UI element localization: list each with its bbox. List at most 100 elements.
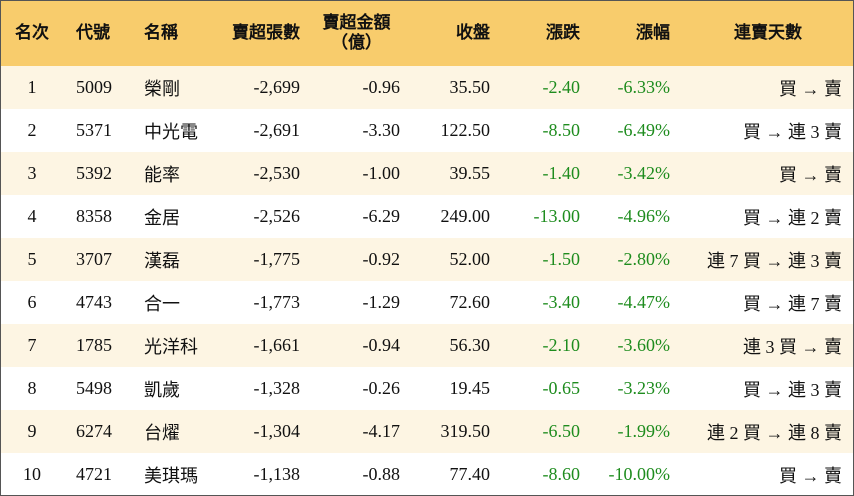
table-cell: 榮剛 xyxy=(134,66,212,109)
table-cell: 10 xyxy=(23,464,41,484)
table-cell: -2.10 xyxy=(502,324,592,367)
table-cell: 能率 xyxy=(134,152,212,195)
table-cell: 連 3 買 → 賣 xyxy=(682,324,854,367)
table-cell: -0.26 xyxy=(362,378,401,398)
table-cell: 6274 xyxy=(64,410,134,453)
table-row: 7 1785 光洋科 -1,661 -0.94 56.30 -2.10 -3.60% 連 3 買… xyxy=(0,324,854,367)
table-cell: -1,773 xyxy=(253,292,301,312)
table-cell: 光洋科 xyxy=(134,324,212,367)
table-cell: -1,775 xyxy=(212,238,312,281)
table-cell: -1.00 xyxy=(312,152,412,195)
table-cell: -2.80% xyxy=(592,238,682,281)
table-cell: -2,699 xyxy=(212,66,312,109)
table-cell: 249.00 xyxy=(440,206,491,226)
header-cell: 漲幅 xyxy=(592,0,682,66)
table-cell: 35.50 xyxy=(412,66,502,109)
table-cell: 52.00 xyxy=(412,238,502,281)
table-cell: -6.50 xyxy=(502,410,592,453)
table-cell: -0.65 xyxy=(542,378,581,398)
table-cell: -0.94 xyxy=(312,324,412,367)
table-cell: -1.99% xyxy=(592,410,682,453)
table-cell: 1 xyxy=(0,66,64,109)
table-cell: -3.40 xyxy=(542,292,581,312)
table-cell: -0.96 xyxy=(312,66,412,109)
table-row: 6 4743 合一 -1,773 -1.29 72.60 -3.40 -4.47% 買 → 連 … xyxy=(0,281,854,324)
table-cell: 6 xyxy=(27,292,37,312)
table-cell: -1.29 xyxy=(362,292,401,312)
table-cell: 5371 xyxy=(76,120,112,140)
table-cell: 買 → 賣 xyxy=(779,465,842,486)
table-cell: -1,304 xyxy=(212,410,312,453)
table-row: 3 5392 能率 -2,530 -1.00 39.55 -1.40 -3.42% 買 → 賣 xyxy=(0,152,854,195)
table-cell: 買 → 連 3 賣 xyxy=(743,121,842,142)
table-cell: 319.50 xyxy=(412,410,502,453)
table-cell: -3.30 xyxy=(362,120,401,140)
table-cell: -1.40 xyxy=(502,152,592,195)
table-row: 10 4721 美琪瑪 -1,138 -0.88 77.40 -8.60 -10.00% 買 →… xyxy=(0,453,854,496)
table-cell: 漢磊 xyxy=(134,238,212,281)
table-cell: -10.00% xyxy=(608,464,671,484)
table-cell: 買 → 賣 xyxy=(682,66,854,109)
header-cell: 連賣天數 xyxy=(682,0,854,66)
table-cell: 3 xyxy=(0,152,64,195)
table-cell: 3707 xyxy=(64,238,134,281)
header-cell: 賣超張數 xyxy=(212,0,312,66)
header-cell: 收盤 xyxy=(412,0,502,66)
table-row: 8 5498 凱歲 -1,328 -0.26 19.45 -0.65 -3.23% 買 → 連 … xyxy=(0,367,854,410)
table-row: 9 6274 台燿 -1,304 -4.17 319.50 -6.50 -1.99% 連 2 買… xyxy=(0,410,854,453)
table-cell: 台燿 xyxy=(134,410,212,453)
header-cell: 賣超金額 （億） xyxy=(312,0,412,66)
table-cell: -0.92 xyxy=(312,238,412,281)
table-cell: 買 → 連 3 賣 xyxy=(743,379,842,400)
table-cell: -8.50 xyxy=(542,120,581,140)
table-cell: 72.60 xyxy=(449,292,491,312)
table-body: 1 5009 榮剛 -2,699 -0.96 35.50 -2.40 -6.33% 買 → 賣 2… xyxy=(0,66,854,496)
table-cell: 連 2 買 → 連 8 賣 xyxy=(682,410,854,453)
table-cell: -4.47% xyxy=(617,292,671,312)
table-cell: 9 xyxy=(0,410,64,453)
table-cell: -2,526 xyxy=(253,206,301,226)
table-cell: 買 → 連 7 賣 xyxy=(743,293,842,314)
table-row: 1 5009 榮剛 -2,699 -0.96 35.50 -2.40 -6.33% 買 → 賣 xyxy=(0,66,854,109)
table-cell: 5 xyxy=(0,238,64,281)
table-cell: 4743 xyxy=(76,292,112,312)
table-cell: 連 7 買 → 連 3 賣 xyxy=(682,238,854,281)
table-cell: -6.49% xyxy=(617,120,671,140)
table-cell: 5009 xyxy=(64,66,134,109)
table-cell: -1.50 xyxy=(502,238,592,281)
table-cell: -0.88 xyxy=(362,464,401,484)
table-cell: -6.29 xyxy=(362,206,401,226)
table-row: 5 3707 漢磊 -1,775 -0.92 52.00 -1.50 -2.80% 連 7 買 … xyxy=(0,238,854,281)
header-cell: 漲跌 xyxy=(502,0,592,66)
table-cell: -13.00 xyxy=(533,206,581,226)
table-cell: 中光電 xyxy=(144,121,198,142)
table-cell: -6.33% xyxy=(592,66,682,109)
table-cell: 金居 xyxy=(144,207,180,228)
table-cell: 美琪瑪 xyxy=(144,465,198,486)
table-cell: 77.40 xyxy=(449,464,491,484)
table-cell: -8.60 xyxy=(542,464,581,484)
table-cell: -3.23% xyxy=(617,378,671,398)
table-cell: 5498 xyxy=(76,378,112,398)
table-cell: -1,328 xyxy=(253,378,301,398)
table-cell: 19.45 xyxy=(449,378,491,398)
table-cell: -3.42% xyxy=(592,152,682,195)
header-cell: 名稱 xyxy=(134,0,212,66)
table-cell: 買 → 賣 xyxy=(682,152,854,195)
table-cell: 56.30 xyxy=(412,324,502,367)
table-cell: -3.60% xyxy=(592,324,682,367)
table-cell: 8358 xyxy=(76,206,112,226)
header-cell: 代號 xyxy=(64,0,134,66)
header-row: 名次 代號 名稱 賣超張數 賣超金額 （億） 收盤 漲跌 漲幅 連賣天數 xyxy=(0,0,854,66)
table-cell: 1785 xyxy=(64,324,134,367)
table-cell: 4721 xyxy=(76,464,112,484)
table-cell: 39.55 xyxy=(412,152,502,195)
header-cell: 名次 xyxy=(0,0,64,66)
table-row: 2 5371 中光電 -2,691 -3.30 122.50 -8.50 -6.49% 買 → … xyxy=(0,109,854,152)
table-cell: 凱歲 xyxy=(144,379,180,400)
table-cell: -1,138 xyxy=(253,464,301,484)
table-cell: 7 xyxy=(0,324,64,367)
table-cell: 合一 xyxy=(144,293,180,314)
table-cell: -4.17 xyxy=(312,410,412,453)
